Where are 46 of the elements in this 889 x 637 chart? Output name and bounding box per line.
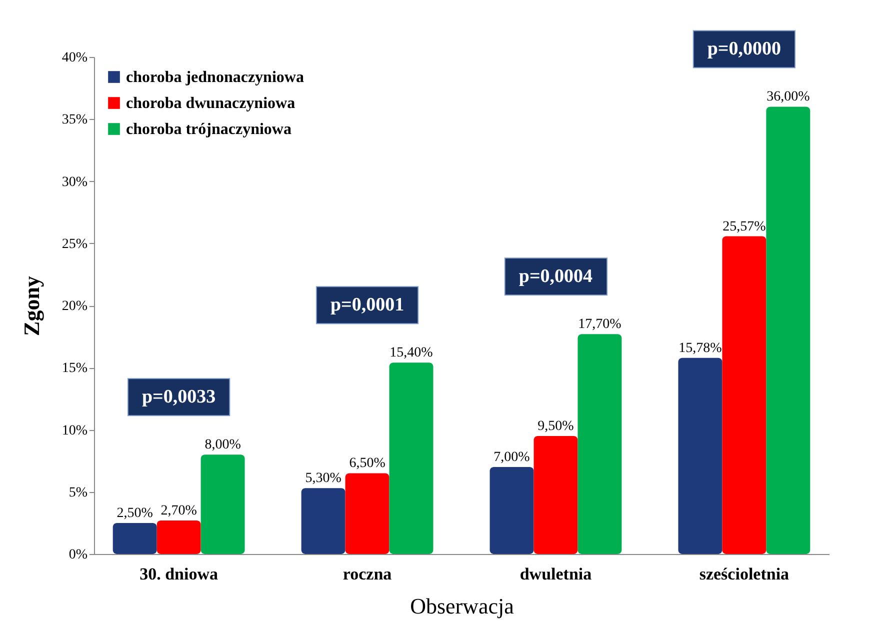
x-axis-title: Obserwacja — [410, 594, 514, 618]
bar — [722, 236, 766, 554]
y-tick-label: 20% — [62, 299, 88, 314]
data-label: 9,50% — [538, 418, 574, 434]
legend-label: choroba dwunaczyniowa — [126, 95, 296, 112]
y-tick-label: 30% — [62, 174, 88, 190]
data-label: 25,57% — [722, 219, 766, 234]
data-label: 15,78% — [678, 340, 722, 356]
bar — [301, 488, 346, 554]
data-label: 36,00% — [766, 90, 810, 105]
bar — [200, 454, 245, 554]
bar — [534, 436, 578, 554]
y-tick-label: 25% — [62, 236, 88, 252]
bar — [345, 473, 390, 554]
y-tick-label: 5% — [68, 485, 88, 500]
x-tick-label: dwuletnia — [520, 564, 592, 584]
legend-label: choroba trójnaczyniowa — [126, 121, 292, 138]
legend-label: choroba jednonaczyniowa — [126, 69, 304, 86]
bar — [578, 334, 622, 554]
x-tick-label: 30. dniowa — [140, 564, 219, 584]
bar — [112, 522, 157, 554]
y-tick-label: 40% — [62, 50, 88, 66]
data-label: 7,00% — [494, 450, 530, 466]
annotation: p=0,0004 — [518, 266, 594, 288]
y-axis-title: Zgony — [18, 276, 44, 336]
bar — [389, 362, 434, 554]
data-label: 6,50% — [349, 456, 386, 472]
data-label: 8,00% — [204, 438, 242, 453]
data-label: 2,50% — [116, 506, 154, 521]
y-tick-label: 10% — [62, 423, 88, 438]
bar — [766, 106, 810, 554]
annotation: p=0,0033 — [142, 386, 216, 408]
data-label: 17,70% — [578, 317, 622, 332]
data-label: 5,30% — [305, 471, 342, 486]
annotation: p=0,0000 — [707, 38, 782, 60]
bar — [490, 467, 534, 554]
x-tick-label: sześcioletnia — [699, 564, 790, 584]
y-tick-label: 35% — [62, 112, 88, 128]
y-tick-label: 15% — [62, 361, 88, 376]
bar — [678, 358, 722, 554]
data-label: 15,40% — [390, 346, 434, 361]
y-tick-label: 0% — [68, 548, 88, 562]
annotation: p=0,0001 — [330, 294, 404, 316]
bar — [156, 520, 201, 554]
x-tick-label: roczna — [342, 564, 392, 584]
data-label: 2,70% — [160, 503, 198, 518]
